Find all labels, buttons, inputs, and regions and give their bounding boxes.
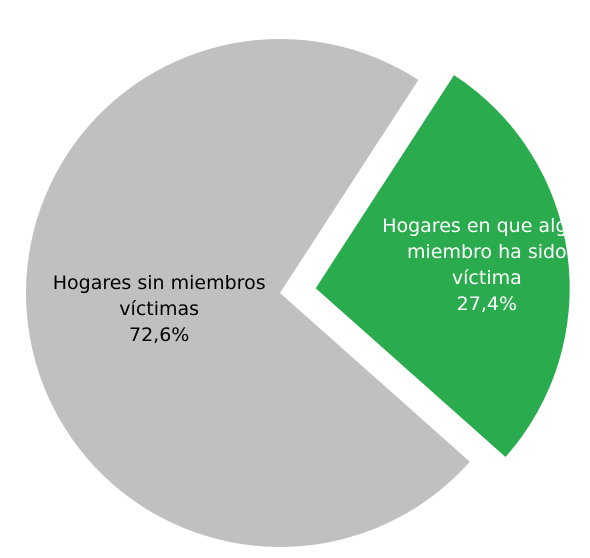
pie-slice xyxy=(315,75,570,457)
value-label: 72,6% xyxy=(128,324,190,347)
slice-label: Hogares sin miembros víctimas 72,6% xyxy=(29,270,289,348)
pie-slice xyxy=(26,38,470,547)
value-label: 27,4% xyxy=(456,293,518,316)
category-label: Hogares sin miembros víctimas xyxy=(52,272,266,321)
slice-label: Hogares en que algún miembro ha sido víc… xyxy=(372,213,590,317)
category-label: Hogares en que algún miembro ha sido víc… xyxy=(382,215,590,290)
